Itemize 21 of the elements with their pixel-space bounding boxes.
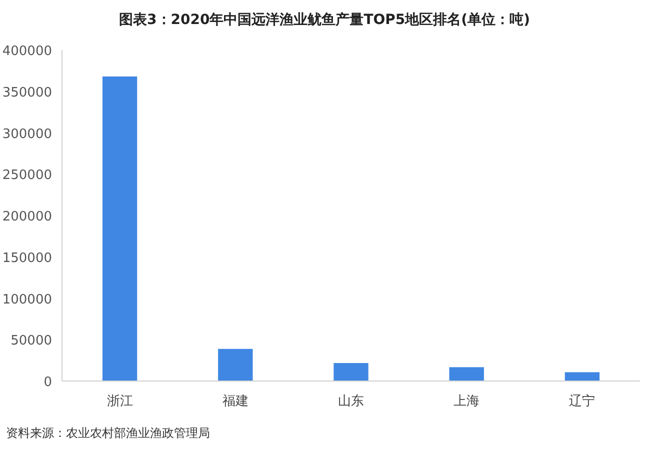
chart-title: 图表3：2020年中国远洋渔业鱿鱼产量TOP5地区排名(单位：吨) [119,11,530,28]
y-tick-label: 0 [44,375,52,390]
y-tick-label: 300000 [2,126,52,142]
x-tick-label: 山东 [338,394,364,409]
bar [564,372,600,381]
y-tick-label: 50000 [10,334,52,349]
bar [449,367,484,381]
y-tick-label: 100000 [2,292,52,308]
bar [102,76,138,381]
y-tick-label: 150000 [2,250,52,266]
x-tick-label: 辽宁 [569,393,596,409]
bar [334,363,368,381]
y-tick-label: 250000 [2,168,52,184]
x-tick-label: 福建 [222,394,248,409]
bar [218,348,253,381]
text: 资料来源：农业农村部渔业渔政管理局 [6,426,210,440]
y-tick-label: 200000 [2,210,52,224]
y-tick-label: 400000 [2,44,52,59]
x-tick-label: 浙江 [106,394,133,409]
y-tick-label: 350000 [2,85,52,100]
x-tick-label: 上海 [454,394,480,409]
